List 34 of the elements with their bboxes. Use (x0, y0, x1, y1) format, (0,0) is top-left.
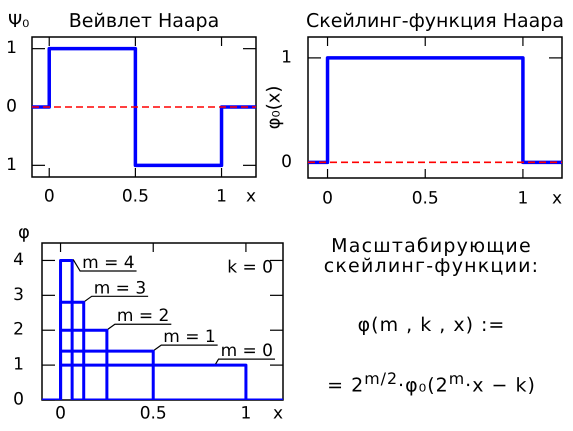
chart-title: Скейлинг-функция Наара (306, 10, 564, 32)
series-label: m = 3 (94, 278, 146, 298)
y-tick-label: 0 (6, 96, 17, 116)
text: = 2$^{m/2}$·φ₀(2$^{m}$·x − k) (326, 368, 537, 398)
y-tick-label: 1 (6, 38, 17, 58)
x-axis-title: x (552, 188, 562, 209)
x-tick-label: 0 (55, 404, 66, 424)
x-tick-label: 1 (216, 186, 227, 207)
y-axis-title: φ (18, 222, 30, 243)
series-label: m = 4 (82, 253, 135, 273)
annotation: k = 0 (227, 257, 273, 278)
chart-title: Вейвлет Наара (68, 10, 220, 32)
x-tick-label: 0 (44, 186, 55, 207)
y-axis-title: Ψ₀ (8, 11, 30, 32)
x-axis-title: x (272, 404, 283, 424)
x-tick-label: 0.5 (122, 186, 149, 207)
x-tick-label: 0.5 (140, 404, 167, 424)
y-tick-label: 1 (13, 354, 24, 375)
x-axis-title: x (246, 186, 256, 207)
y-tick-label: 2 (13, 320, 24, 340)
x-tick-label: 1 (240, 404, 252, 424)
x-tick-label: 0 (322, 188, 333, 209)
y-axis-title: φ₀(x) (264, 86, 285, 130)
text: φ(m , k , x) := (356, 313, 506, 337)
text: Масштабирующие скейлинг-функции: (322, 235, 540, 277)
series-label: m = 0 (220, 341, 274, 362)
y-tick-label: 0 (13, 389, 24, 410)
y-tick-label: 4 (13, 250, 24, 270)
x-tick-label: 1 (518, 188, 528, 209)
x-tick-label: 0.5 (412, 188, 439, 209)
series-label: m = 2 (116, 306, 170, 326)
series-label: m = 1 (163, 327, 216, 348)
y-tick-label: 1 (6, 154, 17, 175)
y-tick-label: 3 (13, 284, 24, 305)
